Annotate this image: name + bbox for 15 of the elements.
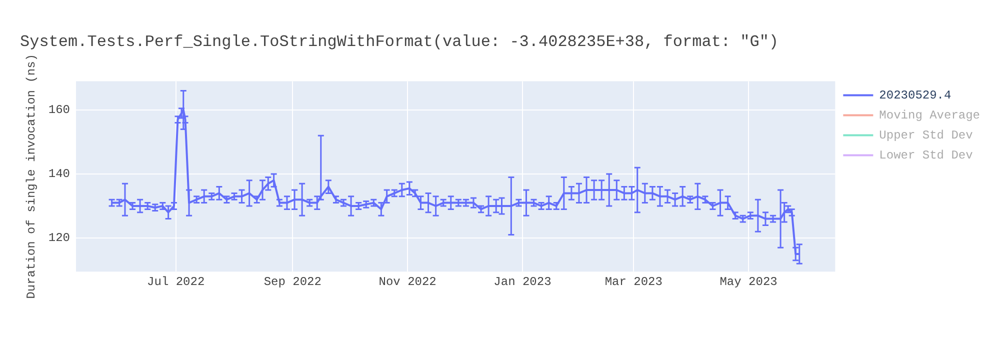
y-tick-label: 140 (48, 167, 70, 182)
x-tick-label: Mar 2023 (604, 274, 662, 289)
x-tick-label: Jul 2022 (147, 274, 205, 289)
legend-label: Upper Std Dev (879, 128, 973, 142)
legend-label: 20230529.4 (879, 88, 952, 102)
x-tick-label: Nov 2022 (378, 274, 436, 289)
x-tick-label: Sep 2022 (264, 274, 322, 289)
y-tick-label: 160 (48, 103, 70, 118)
y-axis-title: Duration of single invocation (ns) (24, 54, 38, 299)
legend-label: Lower Std Dev (879, 148, 973, 162)
chart-title: System.Tests.Perf_Single.ToStringWithFormat(value: -3.4028235E+38, format: "G") (20, 32, 779, 51)
legend-label: Moving Average (879, 108, 980, 122)
x-tick-label: Jan 2023 (494, 274, 552, 289)
x-tick-label: May 2023 (720, 274, 778, 289)
y-tick-label: 120 (48, 231, 70, 246)
